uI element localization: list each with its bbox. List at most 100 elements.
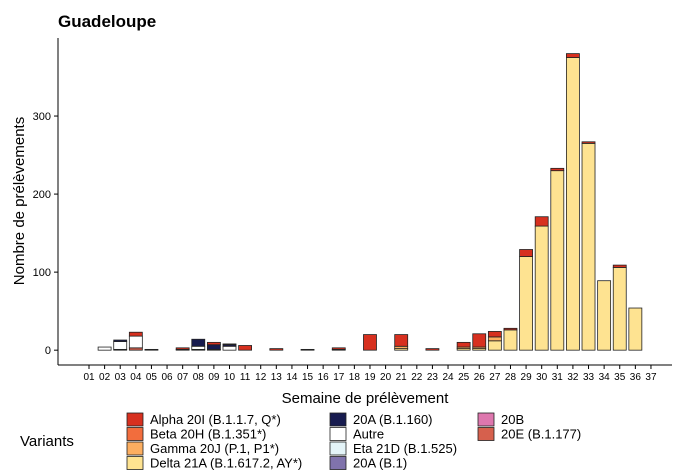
bar-segment xyxy=(363,334,377,351)
bar-segment xyxy=(612,264,627,268)
x-tick-label: 06 xyxy=(161,372,173,383)
bar-segment xyxy=(238,345,253,351)
x-tick-label: 14 xyxy=(286,372,298,383)
bar-segment xyxy=(191,345,206,350)
x-tick-label: 27 xyxy=(489,372,501,383)
bar-segment xyxy=(597,280,612,351)
bar-segment xyxy=(612,267,627,351)
x-tick-label: 04 xyxy=(130,372,142,383)
x-tick-label: 13 xyxy=(271,372,283,383)
x-tick-label: 23 xyxy=(427,372,439,383)
x-tick-label: 29 xyxy=(521,372,533,383)
bar-segment xyxy=(456,341,471,348)
x-tick-label: 09 xyxy=(208,372,220,383)
bar-segment xyxy=(113,341,128,350)
x-tick-label: 16 xyxy=(318,372,330,383)
bar-segment xyxy=(472,333,487,348)
legend-swatch xyxy=(477,412,495,427)
x-tick-label: 30 xyxy=(536,372,548,383)
legend-swatch xyxy=(126,441,144,456)
legend-swatch xyxy=(329,412,347,427)
x-tick-label: 33 xyxy=(583,372,595,383)
bar-segment xyxy=(222,343,237,346)
bar-segment xyxy=(534,216,549,227)
legend-label: Gamma 20J (P.1, P1*) xyxy=(150,441,279,456)
bar-segment xyxy=(550,167,565,172)
legend-swatch xyxy=(126,412,144,427)
bar-segment xyxy=(503,327,518,331)
x-tick-label: 10 xyxy=(224,372,236,383)
legend-label: Autre xyxy=(353,427,384,442)
x-tick-label: 18 xyxy=(349,372,361,383)
y-tick-label: 100 xyxy=(33,267,51,279)
legend-label: Eta 21D (B.1.525) xyxy=(353,441,457,456)
x-tick-label: 02 xyxy=(99,372,111,383)
legend-title: Variants xyxy=(20,433,74,450)
legend-swatch xyxy=(126,456,144,470)
bar-segment xyxy=(269,348,284,351)
bar-segment xyxy=(566,57,580,351)
x-tick-label: 26 xyxy=(474,372,486,383)
x-tick-label: 34 xyxy=(599,372,611,383)
legend-label: Alpha 20I (B.1.1.7, Q*) xyxy=(150,412,281,427)
x-tick-label: 05 xyxy=(146,372,158,383)
x-tick-label: 07 xyxy=(177,372,189,383)
legend-label: 20A (B.1.160) xyxy=(353,412,433,427)
bar-segment xyxy=(128,335,143,349)
bar-segment xyxy=(519,256,533,351)
x-tick-label: 03 xyxy=(115,372,127,383)
x-axis-label: Semaine de prélèvement xyxy=(282,390,450,407)
x-tick-label: 37 xyxy=(645,372,657,383)
bar-segment xyxy=(331,347,346,350)
legend-swatch xyxy=(126,427,144,441)
legend-label: Delta 21A (B.1.617.2, AY*) xyxy=(150,456,302,471)
bar-segment xyxy=(144,348,159,351)
x-tick-label: 08 xyxy=(193,372,205,383)
y-tick-label: 200 xyxy=(33,189,51,201)
bar-segment xyxy=(175,347,190,350)
x-tick-label: 36 xyxy=(630,372,642,383)
x-tick-label: 22 xyxy=(411,372,423,383)
x-tick-label: 35 xyxy=(614,372,626,383)
bar-segment xyxy=(503,329,518,351)
x-tick-label: 32 xyxy=(567,372,579,383)
legend-swatch xyxy=(329,456,347,470)
x-tick-label: 21 xyxy=(396,372,408,383)
x-tick-label: 24 xyxy=(442,372,454,383)
bar-segment xyxy=(550,170,565,351)
bar-segment xyxy=(581,142,596,351)
bar-segment xyxy=(487,340,502,351)
y-tick-label: 0 xyxy=(45,345,51,357)
bar-segment xyxy=(628,307,643,351)
bar-segment xyxy=(566,53,580,58)
x-tick-label: 25 xyxy=(458,372,470,383)
bar-segment xyxy=(519,249,533,257)
bar-segment xyxy=(206,341,221,346)
bar-segment xyxy=(394,334,409,347)
bar-segment xyxy=(487,336,502,342)
x-tick-label: 12 xyxy=(255,372,267,383)
bar-segment xyxy=(487,331,502,338)
bar-segment xyxy=(581,141,596,144)
bar-segment xyxy=(97,346,112,351)
bar-segment xyxy=(222,345,237,351)
y-axis-label: Nombre de prélèvements xyxy=(11,117,28,285)
legend-label: 20B xyxy=(501,412,524,427)
bar-segment xyxy=(113,339,128,342)
chart-title: Guadeloupe xyxy=(58,12,156,31)
legend-label: Beta 20H (B.1.351*) xyxy=(150,427,266,442)
legend-swatch xyxy=(329,427,347,441)
legend-swatch xyxy=(477,427,495,441)
legend-label: 20A (B.1) xyxy=(353,456,407,471)
x-tick-label: 11 xyxy=(240,372,251,383)
bar-segment xyxy=(425,348,440,351)
x-tick-label: 19 xyxy=(364,372,376,383)
bar-segment xyxy=(534,225,549,351)
bar-segment xyxy=(191,338,206,347)
y-tick-label: 300 xyxy=(33,111,51,123)
x-tick-label: 20 xyxy=(380,372,392,383)
bar-segment xyxy=(206,344,221,350)
x-tick-label: 01 xyxy=(83,372,95,383)
x-tick-label: 17 xyxy=(333,372,345,383)
x-tick-label: 15 xyxy=(302,372,314,383)
